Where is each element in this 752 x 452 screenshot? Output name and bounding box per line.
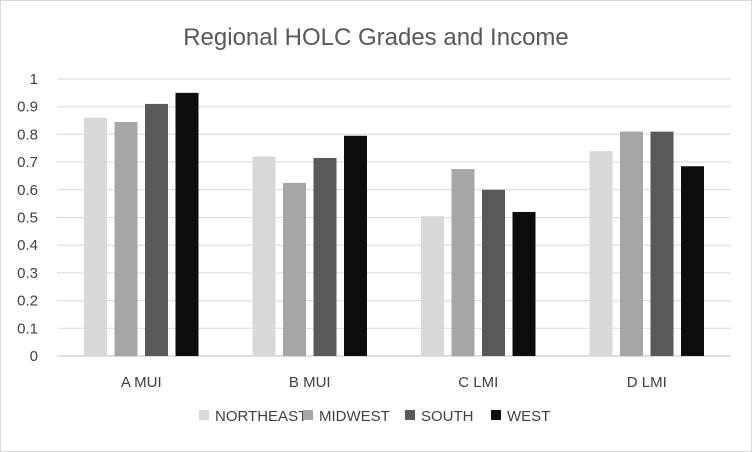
legend-label: SOUTH bbox=[421, 408, 474, 425]
bar-south-b-mui bbox=[313, 157, 337, 356]
bar-south-c-lmi bbox=[482, 189, 505, 356]
bar-northeast-c-lmi bbox=[421, 216, 444, 356]
bar-south-d-lmi bbox=[650, 131, 674, 356]
bar-midwest-d-lmi bbox=[620, 131, 643, 356]
y-tick-label: 0.5 bbox=[17, 210, 38, 227]
legend-swatch bbox=[199, 410, 209, 420]
legend-label: MIDWEST bbox=[319, 408, 390, 425]
y-tick-label: 0.3 bbox=[17, 265, 38, 282]
legend-swatch bbox=[491, 410, 501, 420]
bar-west-c-lmi bbox=[512, 211, 536, 356]
chart-title: Regional HOLC Grades and Income bbox=[183, 24, 569, 51]
legend-item-west: WEST bbox=[491, 408, 550, 425]
legend-swatch bbox=[303, 410, 313, 420]
x-category-label: D LMI bbox=[627, 374, 667, 391]
bar-south-a-mui bbox=[145, 103, 168, 357]
bar-northeast-b-mui bbox=[252, 156, 276, 356]
y-tick-label: 1 bbox=[30, 71, 38, 88]
bar-northeast-a-mui bbox=[84, 117, 107, 356]
legend-label: WEST bbox=[507, 408, 550, 425]
bar-northeast-d-lmi bbox=[589, 151, 613, 356]
bar-midwest-a-mui bbox=[114, 121, 138, 356]
y-tick-label: 0.7 bbox=[17, 154, 38, 171]
x-category-label: A MUI bbox=[121, 374, 162, 391]
y-tick-label: 0 bbox=[30, 348, 38, 365]
legend-item-south: SOUTH bbox=[405, 408, 474, 425]
legend-label: NORTHEAST bbox=[215, 408, 307, 425]
bars bbox=[84, 92, 704, 357]
y-axis-ticks: 0 0.1 0.2 0.3 0.4 0.5 0.6 0.7 0.8 0.9 1 bbox=[17, 71, 38, 365]
bar-west-a-mui bbox=[175, 92, 199, 356]
y-tick-label: 0.2 bbox=[17, 293, 38, 310]
legend-item-midwest: MIDWEST bbox=[303, 408, 390, 425]
legend: NORTHEAST MIDWEST SOUTH WEST bbox=[199, 408, 550, 425]
y-tick-label: 0.4 bbox=[17, 237, 38, 254]
grid-lines bbox=[57, 78, 731, 357]
legend-item-northeast: NORTHEAST bbox=[199, 408, 307, 425]
x-category-label: B MUI bbox=[289, 374, 331, 391]
bar-midwest-c-lmi bbox=[451, 169, 475, 356]
bar-west-b-mui bbox=[344, 135, 367, 356]
legend-swatch bbox=[405, 410, 415, 420]
y-tick-label: 0.8 bbox=[17, 126, 38, 143]
y-tick-label: 0.6 bbox=[17, 182, 38, 199]
y-tick-label: 0.1 bbox=[17, 320, 38, 337]
x-category-label: C LMI bbox=[458, 374, 498, 391]
bar-west-d-lmi bbox=[681, 166, 704, 356]
x-axis-categories: A MUI B MUI C LMI D LMI bbox=[121, 374, 667, 391]
bar-midwest-b-mui bbox=[283, 182, 306, 356]
y-tick-label: 0.9 bbox=[17, 99, 38, 116]
